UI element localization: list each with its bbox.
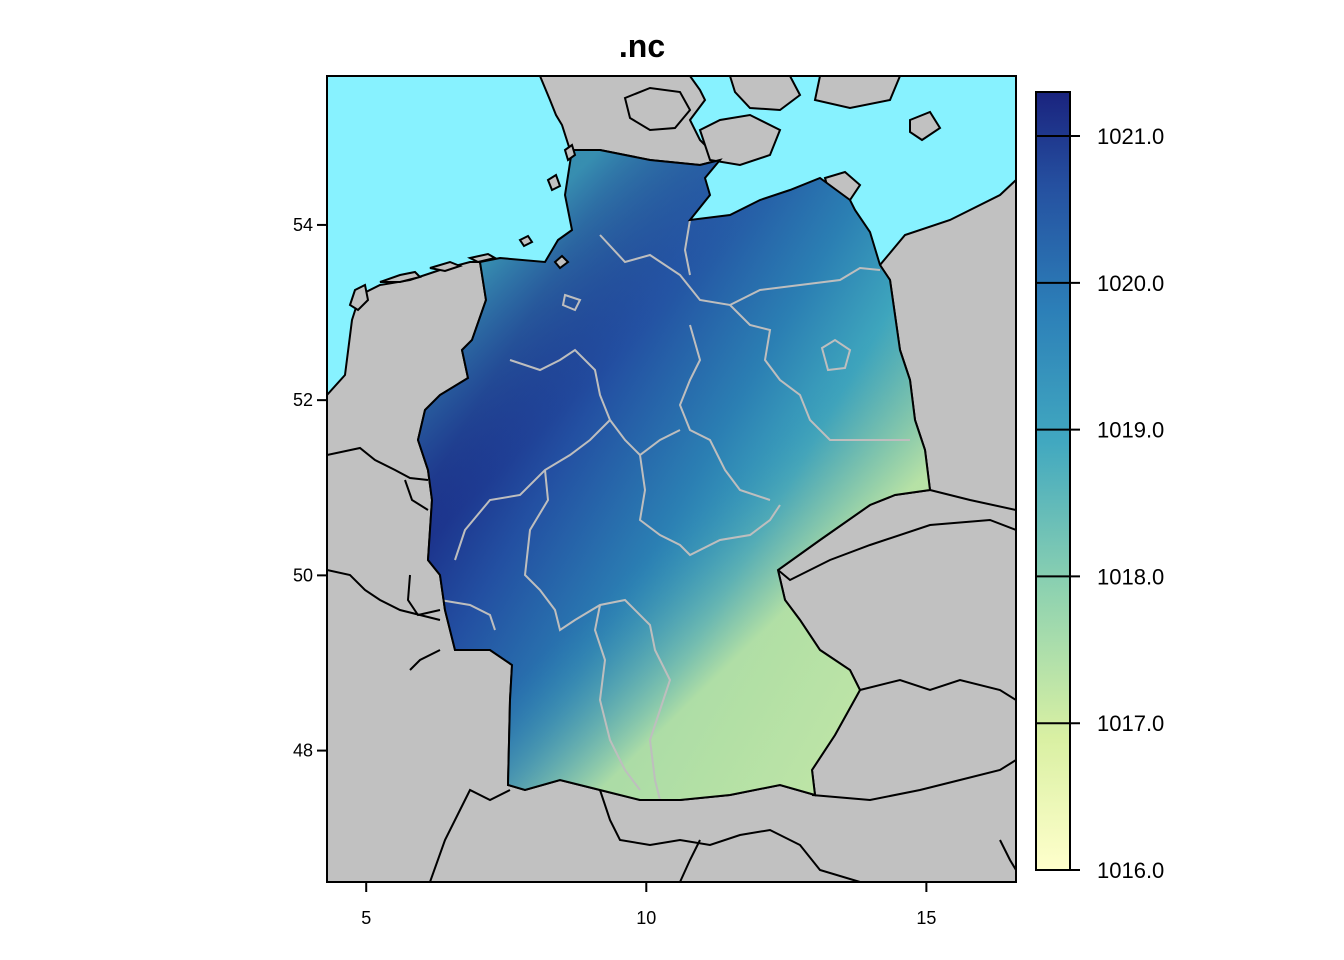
y-axis: 48 50 52 54 bbox=[293, 215, 327, 761]
x-axis: 5 10 15 bbox=[361, 882, 936, 928]
map-panel bbox=[327, 76, 1016, 882]
y-tick-label: 48 bbox=[293, 741, 313, 761]
legend-tick-label: 1018.0 bbox=[1097, 564, 1164, 589]
legend-tick-label: 1016.0 bbox=[1097, 858, 1164, 883]
map-frame bbox=[326, 75, 1017, 883]
color-legend: 1021.0 1020.0 1019.0 1018.0 1017.0 1016.0 bbox=[1035, 91, 1164, 883]
state-borders bbox=[439, 219, 910, 801]
legend-tick-label: 1017.0 bbox=[1097, 711, 1164, 736]
x-tick-label: 5 bbox=[361, 908, 371, 928]
germany-pressure-field-overlay bbox=[418, 150, 930, 800]
legend-tick-label: 1021.0 bbox=[1097, 124, 1164, 149]
y-tick-label: 52 bbox=[293, 390, 313, 410]
y-tick-label: 50 bbox=[293, 565, 313, 585]
danish-islands bbox=[623, 76, 942, 202]
map-title: .nc bbox=[618, 28, 666, 64]
legend-tick-label: 1020.0 bbox=[1097, 271, 1164, 296]
germany-outline bbox=[416, 149, 932, 801]
legend-tick-label: 1019.0 bbox=[1097, 418, 1164, 443]
north-sea-islands bbox=[348, 143, 577, 312]
legend-colorbar bbox=[1035, 91, 1071, 871]
y-tick-label: 54 bbox=[293, 215, 313, 235]
x-tick-label: 15 bbox=[916, 908, 936, 928]
country-borders bbox=[327, 446, 1016, 882]
x-tick-label: 10 bbox=[636, 908, 656, 928]
